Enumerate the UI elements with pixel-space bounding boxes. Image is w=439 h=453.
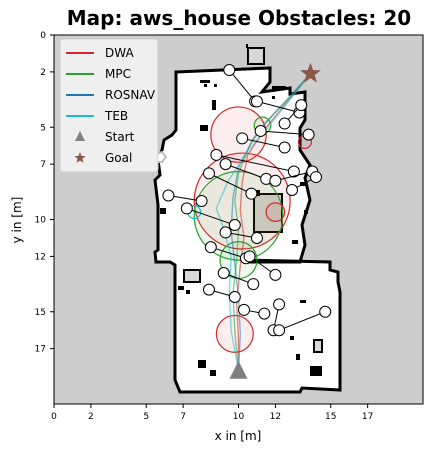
legend-label: ROSNAV (105, 88, 156, 102)
waypoint-marker (228, 290, 241, 303)
waypoint-segment (260, 130, 309, 136)
x-tick-label: 17 (362, 412, 373, 422)
waypoint-marker (180, 202, 193, 215)
x-tick-label: 2 (88, 412, 94, 422)
x-tick-label: 10 (233, 412, 245, 422)
waypoint-marker (286, 183, 299, 196)
waypoint-marker (287, 165, 300, 178)
legend-goal-icon (74, 152, 86, 163)
map-floorplan (153, 44, 342, 394)
waypoint-marker (217, 267, 230, 280)
waypoint-marker (250, 95, 263, 108)
trajectory-teb (215, 73, 312, 371)
waypoint-marker (309, 171, 322, 184)
waypoint-marker (269, 174, 282, 187)
y-tick-label: 7 (40, 160, 46, 170)
legend-start-icon (75, 131, 85, 141)
chart-title: Map: aws_house Obstacles: 20 (67, 6, 411, 30)
waypoint-marker (210, 148, 223, 161)
y-tick-label: 0 (40, 31, 46, 41)
waypoint-marker (273, 298, 286, 311)
waypoint-marker (219, 226, 232, 239)
obstacle-circle (265, 202, 286, 222)
waypoint-marker (278, 117, 291, 130)
waypoint-marker (219, 158, 232, 171)
waypoint-marker (254, 124, 267, 137)
waypoint-marker (238, 303, 251, 316)
waypoint-marker (258, 307, 271, 320)
waypoint-segment (216, 154, 294, 173)
obstacle-waypoints (162, 64, 332, 337)
y-tick-label: 2 (40, 68, 46, 78)
waypoint-segment (186, 207, 235, 226)
y-axis-ticks: 0 2 5 7 10 12 15 17 (35, 31, 54, 355)
waypoint-segment (242, 137, 285, 149)
waypoint-marker (247, 278, 260, 291)
waypoint-marker (243, 250, 256, 263)
legend-label: TEB (104, 109, 128, 123)
trajectory-dwa (235, 73, 312, 371)
waypoint-marker (319, 305, 332, 318)
waypoint-marker (278, 141, 291, 154)
start-goal-markers (229, 62, 321, 379)
waypoint-marker (204, 241, 217, 254)
legend-label: Start (105, 130, 135, 144)
waypoint-marker (295, 99, 308, 112)
y-tick-label: 5 (40, 123, 46, 133)
waypoint-marker (250, 231, 263, 244)
waypoint-segment (208, 172, 252, 195)
waypoint-marker (228, 219, 241, 232)
legend-label: MPC (105, 67, 131, 81)
waypoint-segment (275, 171, 313, 182)
x-axis-ticks: 0 2 5 7 10 12 15 17 (51, 404, 373, 422)
y-tick-label: 12 (35, 252, 46, 262)
waypoint-marker (269, 268, 282, 281)
start-marker (229, 360, 248, 379)
waypoint-marker (202, 283, 215, 296)
y-tick-label: 17 (35, 345, 46, 355)
x-tick-label: 15 (325, 412, 336, 422)
x-tick-label: 5 (143, 412, 149, 422)
waypoint-marker (245, 187, 258, 200)
y-tick-label: 10 (35, 216, 47, 226)
y-axis-label: y in [m] (10, 197, 24, 244)
waypoint-marker (162, 189, 175, 202)
x-axis-label: x in [m] (215, 429, 262, 443)
x-tick-label: 7 (180, 412, 186, 422)
waypoint-marker (195, 195, 208, 208)
waypoint-segment (278, 311, 326, 331)
waypoint-marker (302, 128, 315, 141)
waypoint-marker (202, 167, 215, 180)
legend: DWA MPC ROSNAV TEB Start Goal (59, 38, 159, 173)
goal-marker (300, 62, 321, 83)
legend-label: Goal (105, 151, 132, 165)
x-tick-label: 0 (51, 412, 57, 422)
legend-label: DWA (105, 46, 134, 60)
y-tick-label: 15 (35, 308, 46, 318)
waypoint-segment (256, 100, 300, 113)
waypoint-segment (225, 163, 267, 180)
waypoint-marker (236, 132, 249, 145)
x-tick-label: 12 (270, 412, 281, 422)
waypoint-marker (273, 324, 286, 337)
waypoint-marker (223, 64, 236, 77)
waypoint-segment (228, 69, 256, 102)
waypoint-segment (210, 246, 247, 259)
